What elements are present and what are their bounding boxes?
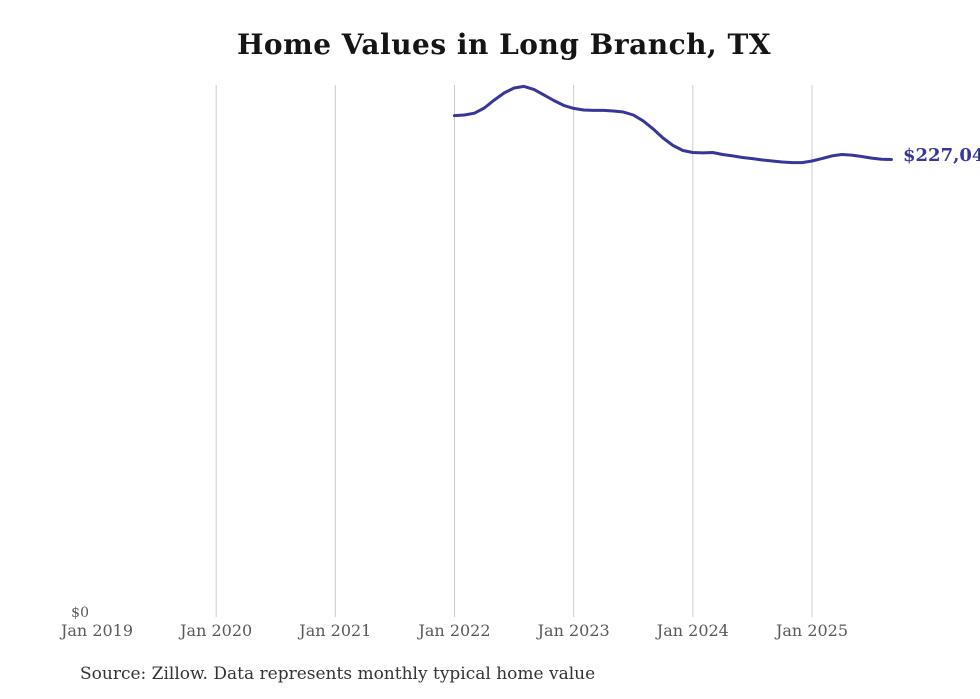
- x-tick-label: Jan 2019: [60, 621, 134, 640]
- source-attribution: Source: Zillow. Data represents monthly …: [80, 664, 596, 684]
- y-axis-zero-label: $0: [71, 605, 89, 621]
- chart-title: Home Values in Long Branch, TX: [236, 28, 772, 61]
- home-value-line: [453, 84, 893, 165]
- x-tick-label: Jan 2022: [418, 621, 491, 640]
- x-tick-label: Jan 2025: [775, 621, 849, 640]
- x-tick-label: Jan 2024: [656, 621, 729, 640]
- series-end-value-label: $227,043: [903, 145, 980, 166]
- x-tick-label: Jan 2020: [180, 621, 253, 640]
- x-tick-label: Jan 2021: [299, 621, 372, 640]
- x-tick-label: Jan 2023: [537, 621, 610, 640]
